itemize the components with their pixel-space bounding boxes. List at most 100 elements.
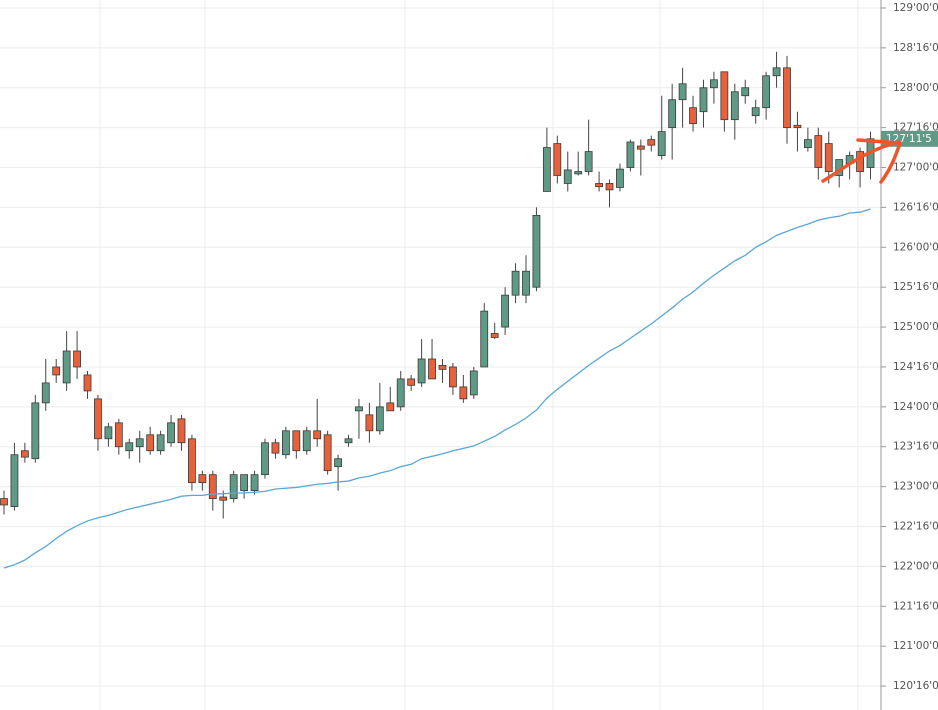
candle-body — [156, 434, 165, 452]
candle-body — [250, 474, 259, 492]
candle-body — [783, 67, 791, 129]
candle-body — [553, 143, 562, 176]
candle-body — [532, 214, 541, 288]
annotation-arrow — [821, 138, 902, 184]
candle-body — [208, 474, 217, 499]
y-tick-label: 124'16'0 — [893, 361, 938, 373]
y-tick-label: 123'16'0 — [893, 441, 938, 453]
y-tick-label: 123'00'0 — [893, 481, 938, 493]
candles — [0, 51, 875, 519]
candle-body — [52, 366, 61, 376]
candle-body — [689, 107, 697, 125]
candle-body — [31, 402, 40, 460]
candle-body — [501, 294, 510, 328]
y-tick-label: 128'16'0 — [893, 42, 938, 54]
candle-body — [135, 438, 144, 448]
candle-body — [772, 67, 781, 77]
candle-body — [114, 422, 123, 448]
y-tick-label: 124'00'0 — [893, 401, 938, 413]
candle-body — [188, 438, 196, 484]
y-tick-label: 121'16'0 — [893, 600, 938, 612]
y-tick-label: 127'00'0 — [893, 162, 938, 174]
candle-body — [240, 474, 249, 492]
candle-body — [647, 139, 656, 146]
candle-body — [522, 270, 530, 296]
candle-body — [438, 364, 447, 370]
candle-body — [469, 370, 478, 396]
candle-body — [83, 374, 92, 392]
candle-body — [344, 438, 353, 444]
candle-body — [73, 350, 81, 368]
candle-body — [449, 366, 457, 388]
candle-body — [292, 430, 301, 452]
candle-body — [334, 458, 342, 468]
candle-body — [302, 430, 311, 452]
candle-body — [762, 75, 771, 109]
candle-body — [720, 71, 729, 121]
candle-body — [10, 454, 19, 507]
candle-body — [542, 147, 551, 192]
candle-body — [271, 442, 280, 454]
candle-body — [563, 169, 572, 184]
candle-body — [104, 426, 113, 440]
y-tick-label: 127'16'0 — [893, 122, 938, 134]
candle-body — [480, 310, 489, 368]
candle-body — [793, 124, 802, 129]
candle-body — [386, 402, 395, 412]
candle-body — [41, 382, 50, 404]
candle-body — [803, 139, 812, 148]
candle-body — [730, 91, 739, 121]
y-tick-label: 125'00'0 — [893, 321, 938, 333]
candle-body — [595, 183, 603, 188]
candle-body — [616, 168, 624, 188]
candle-body — [741, 87, 750, 97]
y-tick-label: 128'00'0 — [893, 82, 938, 94]
y-tick-label: 129'00'0 — [893, 2, 938, 14]
candle-body — [657, 131, 666, 156]
candle-body — [323, 434, 332, 472]
candle-body — [396, 378, 405, 408]
candle-body — [668, 99, 677, 129]
time-grid — [99, 0, 859, 710]
candle-body — [261, 442, 269, 476]
candle-body — [678, 83, 687, 101]
candle-body — [146, 434, 155, 452]
candle-body — [0, 498, 8, 506]
candle-body — [636, 145, 645, 150]
candle-body — [490, 333, 499, 338]
candle-body — [375, 406, 384, 432]
candle-body — [407, 378, 416, 386]
candle-body — [710, 79, 718, 89]
candle-body — [459, 386, 468, 400]
y-tick-label: 122'16'0 — [893, 521, 938, 533]
candle-body — [574, 171, 583, 175]
candle-body — [313, 430, 322, 440]
candle-body — [229, 474, 238, 499]
candle-body — [94, 398, 102, 440]
y-tick-label: 122'00'0 — [893, 560, 938, 572]
moving-average — [3, 208, 871, 569]
candle-body — [365, 414, 374, 432]
candle-body — [219, 496, 228, 501]
y-tick-label: 120'16'0 — [893, 680, 938, 692]
candle-body — [824, 143, 833, 172]
candle-body — [20, 450, 29, 458]
candle-body — [167, 422, 175, 444]
candle-body — [751, 107, 760, 117]
candle-body — [125, 442, 134, 452]
candle-body — [626, 141, 635, 168]
candle-body — [417, 358, 426, 384]
candle-body — [198, 474, 207, 484]
candle-body — [699, 87, 708, 113]
candle-body — [584, 151, 593, 172]
candle-body — [814, 135, 823, 168]
y-tick-label: 125'16'0 — [893, 281, 938, 293]
candle-body — [62, 350, 71, 384]
candle-body — [605, 183, 614, 191]
candle-body — [511, 270, 520, 296]
candle-body — [428, 358, 436, 380]
candle-body — [281, 430, 290, 456]
y-tick-label: 126'16'0 — [893, 201, 938, 213]
candle-body — [355, 406, 363, 412]
